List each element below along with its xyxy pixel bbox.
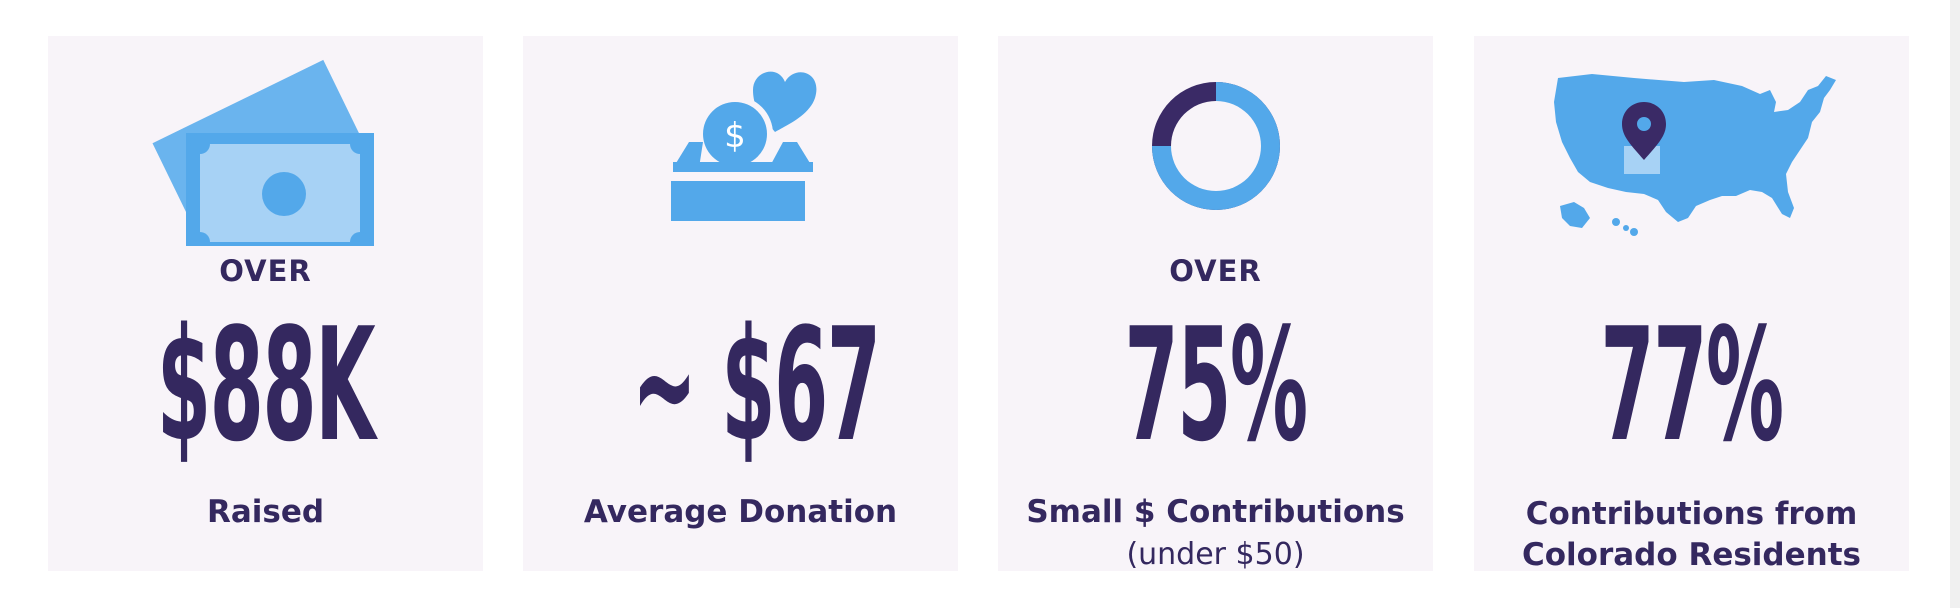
svg-text:$: $ [724,116,746,156]
donut-chart-icon-wrap [998,46,1433,246]
donation-box-icon-wrap: $ [523,46,958,246]
stat-sublabel-small-contributions: (under $50) [1126,537,1305,572]
stat-card-average-donation: $ ~ $67 Average Donation [523,36,958,571]
stat-value-raised: $88K [156,294,376,476]
donation-box-icon: $ [671,71,817,221]
money-icon [152,59,374,246]
stat-label-small-contributions: Small $ Contributions [1026,494,1405,530]
stat-value-colorado-residents: 77% [1600,294,1784,476]
stat-card-raised: OVER $88K Raised [48,36,483,571]
stat-label-colorado-residents: Contributions from Colorado Residents [1474,494,1909,576]
stat-value-average-donation: ~ $67 [631,294,881,476]
stat-card-colorado-residents: 77% Contributions from Colorado Resident… [1474,36,1909,573]
stat-label-line-2: Colorado Residents [1522,537,1861,573]
stat-value-small-contributions: 75% [1124,294,1308,476]
stat-card-small-contributions: OVER 75% Small $ Contributions (under $5… [998,36,1433,572]
donut-chart-icon [1152,82,1280,210]
us-map-pin-icon-wrap [1474,46,1909,246]
prefix-over: OVER [219,254,312,288]
stat-label-average-donation: Average Donation [583,494,898,530]
prefix-over: OVER [1169,254,1262,288]
money-icon-wrap [48,46,483,246]
stat-label-line-1: Contributions from [1525,496,1858,532]
stat-label-raised: Raised [206,494,325,530]
scrollbar-track[interactable] [1950,0,1960,608]
us-map-pin-icon [1554,74,1836,236]
